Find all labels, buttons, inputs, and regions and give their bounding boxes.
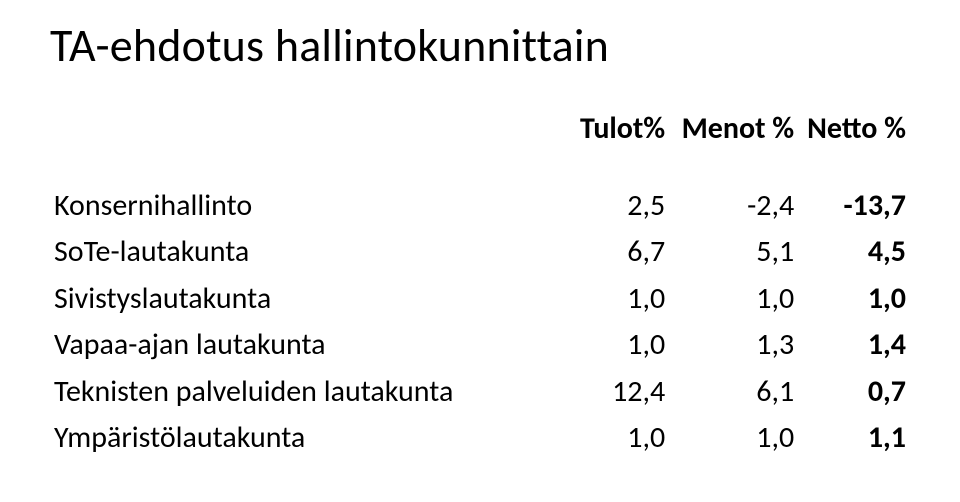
- row-menot: 5,1: [669, 229, 798, 276]
- row-menot: 1,0: [669, 276, 798, 323]
- header-tulot: Tulot%: [540, 106, 669, 183]
- page-title: TA-ehdotus hallintokunnittain: [50, 18, 910, 74]
- row-tulot: 6,7: [540, 229, 669, 276]
- header-netto: Netto %: [798, 106, 910, 183]
- row-label: SoTe-lautakunta: [50, 229, 540, 276]
- table-row: Vapaa-ajan lautakunta 1,0 1,3 1,4: [50, 322, 910, 369]
- row-menot: 1,3: [669, 322, 798, 369]
- table-row: SoTe-lautakunta 6,7 5,1 4,5: [50, 229, 910, 276]
- header-spacer: [50, 106, 540, 183]
- row-label: Sivistyslautakunta: [50, 276, 540, 323]
- row-tulot: 12,4: [540, 369, 669, 416]
- table-row: Teknisten palveluiden lautakunta 12,4 6,…: [50, 369, 910, 416]
- row-netto: 0,7: [798, 369, 910, 416]
- table-header-row: Tulot% Menot % Netto %: [50, 106, 910, 183]
- row-label: Ympäristölautakunta: [50, 415, 540, 462]
- row-netto: -13,7: [798, 183, 910, 230]
- table-row: Ympäristölautakunta 1,0 1,0 1,1: [50, 415, 910, 462]
- data-table: Tulot% Menot % Netto % Konsernihallinto …: [50, 106, 910, 462]
- row-label: Vapaa-ajan lautakunta: [50, 322, 540, 369]
- row-menot: 1,0: [669, 415, 798, 462]
- table-row: Konsernihallinto 2,5 -2,4 -13,7: [50, 183, 910, 230]
- row-label: Konsernihallinto: [50, 183, 540, 230]
- table-row: Sivistyslautakunta 1,0 1,0 1,0: [50, 276, 910, 323]
- row-menot: 6,1: [669, 369, 798, 416]
- slide: TA-ehdotus hallintokunnittain Tulot% Men…: [0, 0, 960, 502]
- row-netto: 4,5: [798, 229, 910, 276]
- row-netto: 1,4: [798, 322, 910, 369]
- row-label: Teknisten palveluiden lautakunta: [50, 369, 540, 416]
- row-tulot: 1,0: [540, 276, 669, 323]
- header-menot: Menot %: [669, 106, 798, 183]
- row-tulot: 1,0: [540, 322, 669, 369]
- row-netto: 1,1: [798, 415, 910, 462]
- row-tulot: 1,0: [540, 415, 669, 462]
- row-netto: 1,0: [798, 276, 910, 323]
- row-menot: -2,4: [669, 183, 798, 230]
- row-tulot: 2,5: [540, 183, 669, 230]
